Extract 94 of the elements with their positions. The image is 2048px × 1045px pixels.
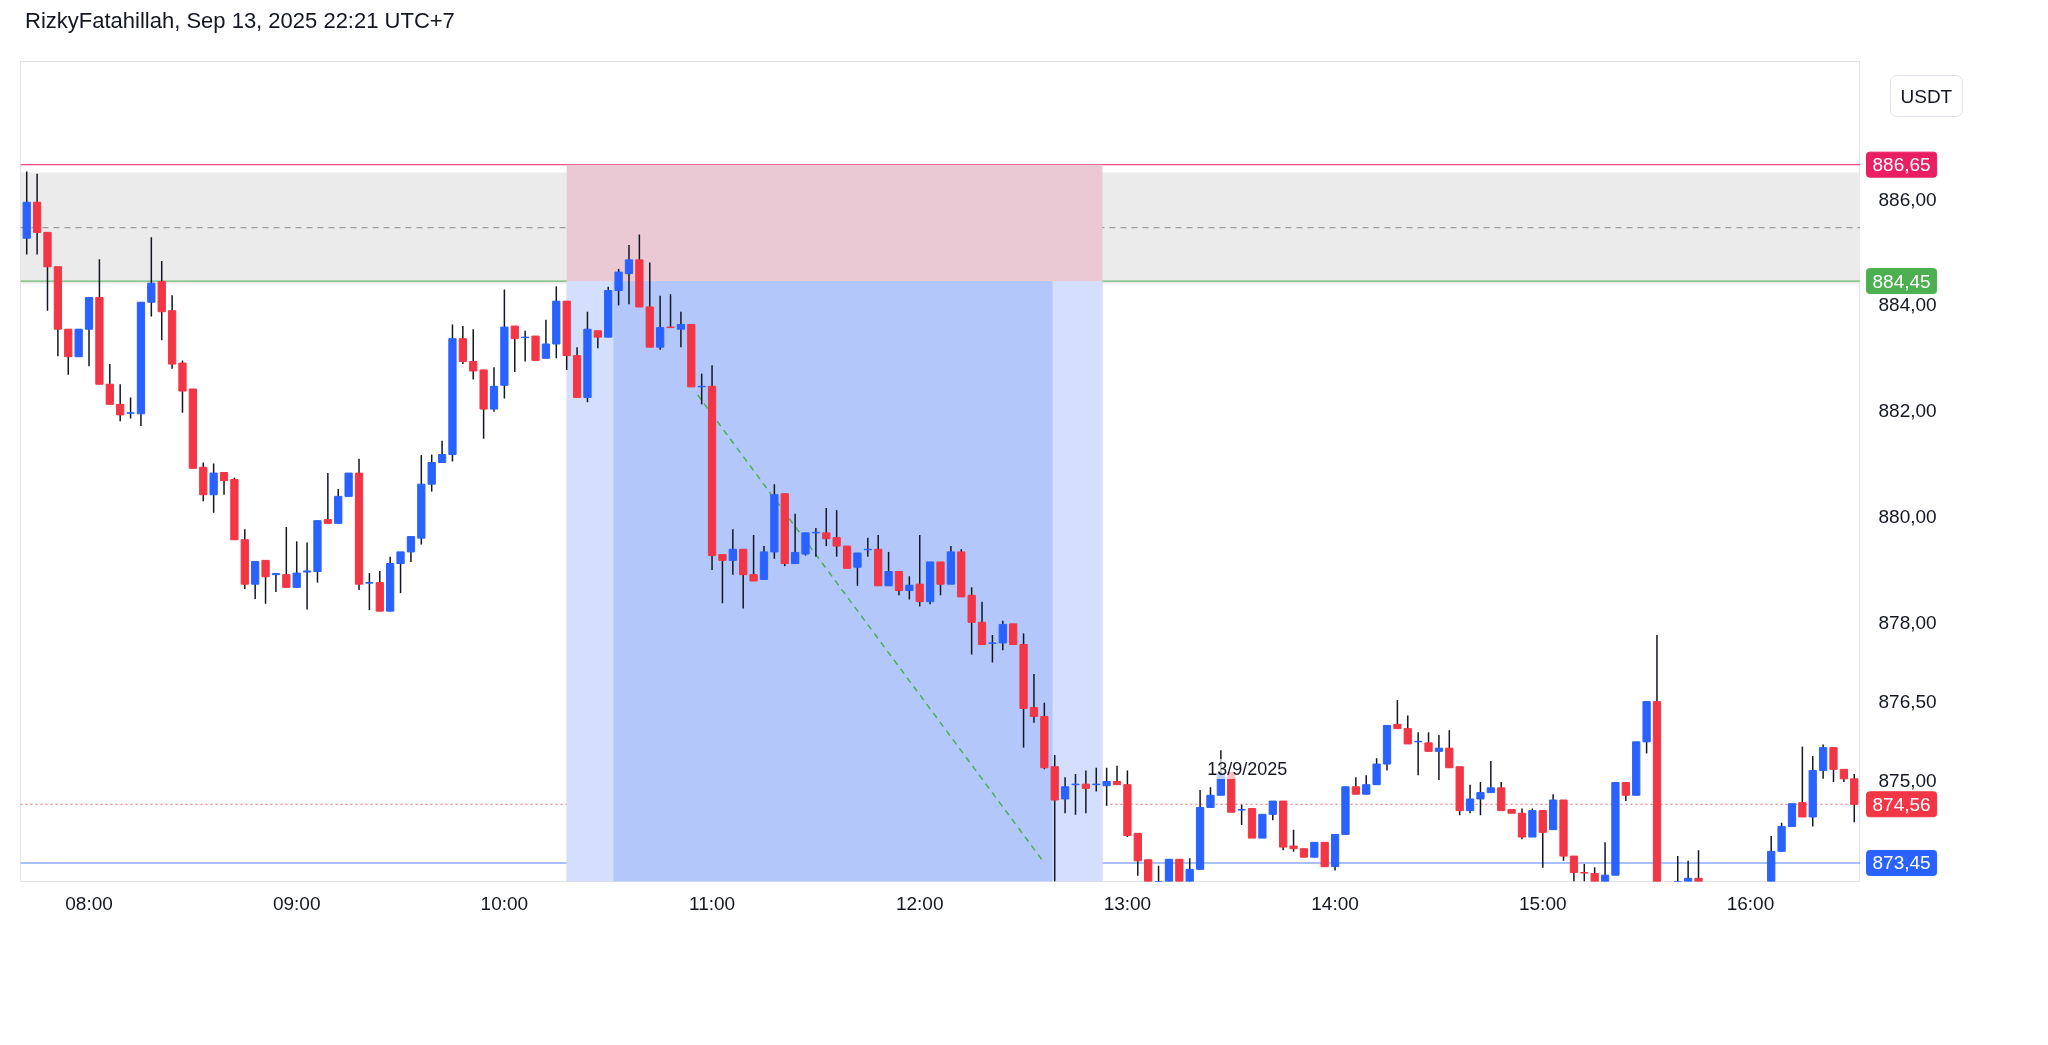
- candlestick: [1268, 800, 1277, 822]
- candlestick: [1362, 774, 1371, 796]
- candlestick: [977, 601, 987, 646]
- candlestick: [147, 236, 156, 318]
- y-tick-label: 878,00: [1878, 612, 1937, 634]
- candlestick: [998, 620, 1007, 652]
- candlestick: [396, 551, 405, 595]
- candlestick: [842, 545, 852, 570]
- x-tick-label: 14:00: [1311, 892, 1359, 914]
- candlestick: [1403, 715, 1412, 746]
- candlestick: [219, 472, 229, 496]
- candlestick: [1289, 829, 1298, 854]
- ref-line-label: 884,45: [1872, 270, 1931, 292]
- x-tick-label: 09:00: [272, 892, 321, 914]
- candlestick: [915, 534, 924, 608]
- candlestick: [1060, 776, 1070, 815]
- candlestick: [1372, 757, 1381, 786]
- candlestick: [1569, 855, 1579, 882]
- candlestick: [458, 325, 467, 366]
- candlestick: [1434, 734, 1444, 782]
- ref-line-label: 874,56: [1872, 794, 1931, 816]
- candlestick: [1206, 787, 1215, 809]
- candlestick: [936, 561, 945, 597]
- candlestick: [116, 383, 125, 423]
- candlestick: [209, 463, 218, 514]
- candlestick: [437, 440, 447, 464]
- annotation: 13/9/2025: [1207, 759, 1288, 780]
- y-tick-label: 880,00: [1878, 506, 1937, 528]
- candlestick: [1081, 770, 1091, 815]
- candlestick: [251, 561, 260, 601]
- candlestick: [1538, 810, 1547, 869]
- y-tick-label: 886,00: [1878, 188, 1937, 210]
- candlestick: [676, 311, 686, 349]
- x-tick-label: 11:00: [688, 892, 736, 914]
- candlestick: [1486, 760, 1495, 794]
- candlestick: [656, 295, 665, 351]
- candlestick: [521, 330, 530, 363]
- candlestick: [801, 532, 810, 557]
- candlestick: [1694, 849, 1703, 882]
- candlestick: [811, 527, 821, 558]
- candlestick: [728, 528, 737, 576]
- candlestick: [1009, 623, 1018, 646]
- candlestick: [853, 552, 862, 587]
- candlestick: [541, 319, 551, 360]
- y-tick-label: 875,00: [1878, 770, 1937, 792]
- candlestick: [749, 534, 758, 583]
- candlestick: [666, 293, 675, 329]
- y-tick-label: 876,50: [1878, 691, 1937, 713]
- candlestick: [697, 373, 706, 406]
- candlestick: [1237, 804, 1246, 827]
- x-tick-label: 12:00: [895, 892, 944, 914]
- candlestick: [292, 541, 301, 589]
- candlestick: [1424, 731, 1433, 753]
- y-axis-title: USDT: [1900, 85, 1953, 107]
- candlestick: [1029, 673, 1039, 724]
- x-tick-label: 10:00: [480, 892, 529, 914]
- candlestick: [427, 454, 436, 493]
- x-tick-label: 16:00: [1726, 892, 1775, 914]
- candlestick: [1829, 747, 1838, 784]
- candlestick: [718, 554, 727, 605]
- candlestick: [1393, 699, 1402, 730]
- candlestick: [1517, 808, 1527, 841]
- candlestick: [1258, 813, 1267, 840]
- x-tick-label: 08:00: [65, 892, 113, 914]
- candlestick: [1818, 744, 1828, 781]
- candlestick: [884, 551, 893, 587]
- candlestick: [894, 571, 904, 597]
- candlestick: [282, 526, 291, 589]
- candlestick: [406, 536, 416, 564]
- candlestick: [905, 575, 914, 601]
- candlestick: [1476, 781, 1485, 817]
- candlestick: [271, 572, 281, 594]
- candlestick: [489, 366, 499, 413]
- y-tick-label: 884,00: [1878, 294, 1937, 316]
- y-tick-label: 882,00: [1878, 400, 1937, 422]
- candlestick: [1787, 803, 1797, 828]
- candlestick: [510, 325, 519, 374]
- ref-line-label: 886,65: [1872, 154, 1931, 176]
- candlestick: [302, 542, 312, 611]
- candlestick: [1465, 784, 1475, 815]
- candlestick: [261, 560, 270, 605]
- candlestick: [988, 634, 997, 664]
- x-tick-label: 13:00: [1103, 892, 1152, 914]
- chart-title: RizkyFatahillah, Sep 13, 2025 22:21 UTC+7: [25, 7, 455, 35]
- candlestick: [126, 397, 135, 420]
- x-tick-label: 15:00: [1518, 892, 1567, 914]
- candlestick: [323, 472, 332, 525]
- candlestick: [1621, 782, 1630, 803]
- ref-line-label: 873,45: [1872, 852, 1931, 874]
- candlestick: [105, 363, 114, 406]
- candlestick: [790, 513, 800, 565]
- candlestick: [614, 268, 623, 307]
- candlestick: [365, 572, 374, 612]
- candlestick: [624, 244, 634, 306]
